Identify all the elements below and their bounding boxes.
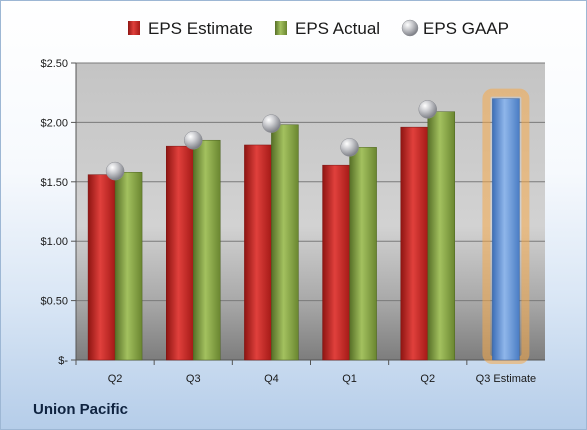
bar-estimate-q3 xyxy=(492,98,520,361)
bar-eps-actual-2 xyxy=(271,124,299,361)
bar-eps-actual-3 xyxy=(349,147,377,361)
y-tick-label-1: $0.50 xyxy=(40,296,68,308)
bar-eps-estimate-2 xyxy=(244,144,272,361)
point-eps-gaap-1 xyxy=(184,130,203,150)
x-tick-label-4: Q2 xyxy=(420,373,435,385)
bar-eps-actual-0 xyxy=(114,172,143,361)
legend-label-2: EPS GAAP xyxy=(423,19,509,38)
bar-eps-actual-1 xyxy=(193,139,221,361)
legend-swatch-2 xyxy=(401,19,419,37)
y-tick-label-0: $- xyxy=(58,355,68,367)
x-tick-label-5: Q3 Estimate xyxy=(476,373,537,385)
legend-label-0: EPS Estimate xyxy=(148,19,253,38)
bar-eps-actual-4 xyxy=(427,111,455,361)
x-tick-label-2: Q4 xyxy=(264,373,279,385)
point-eps-gaap-0 xyxy=(105,161,125,181)
bar-eps-estimate-1 xyxy=(166,145,194,361)
point-eps-gaap-4 xyxy=(418,100,437,119)
legend-swatch-1 xyxy=(275,21,287,35)
x-tick-label-1: Q3 xyxy=(186,373,201,385)
y-tick-label-4: $2.00 xyxy=(40,117,68,129)
x-tick-label-0: Q2 xyxy=(108,373,123,385)
point-eps-gaap-3 xyxy=(340,138,359,157)
legend-label-1: EPS Actual xyxy=(295,19,380,38)
y-tick-label-2: $1.00 xyxy=(40,236,68,248)
company-name: Union Pacific xyxy=(33,401,129,418)
y-tick-label-3: $1.50 xyxy=(40,177,68,189)
point-eps-gaap-2 xyxy=(262,114,281,133)
bar-eps-estimate-0 xyxy=(87,174,116,361)
plot-area xyxy=(76,63,545,360)
bar-eps-estimate-4 xyxy=(400,126,428,361)
x-tick-label-3: Q1 xyxy=(342,373,357,385)
legend-swatch-0 xyxy=(128,21,140,35)
y-tick-label-5: $2.50 xyxy=(40,58,68,70)
bar-eps-estimate-3 xyxy=(322,164,350,361)
